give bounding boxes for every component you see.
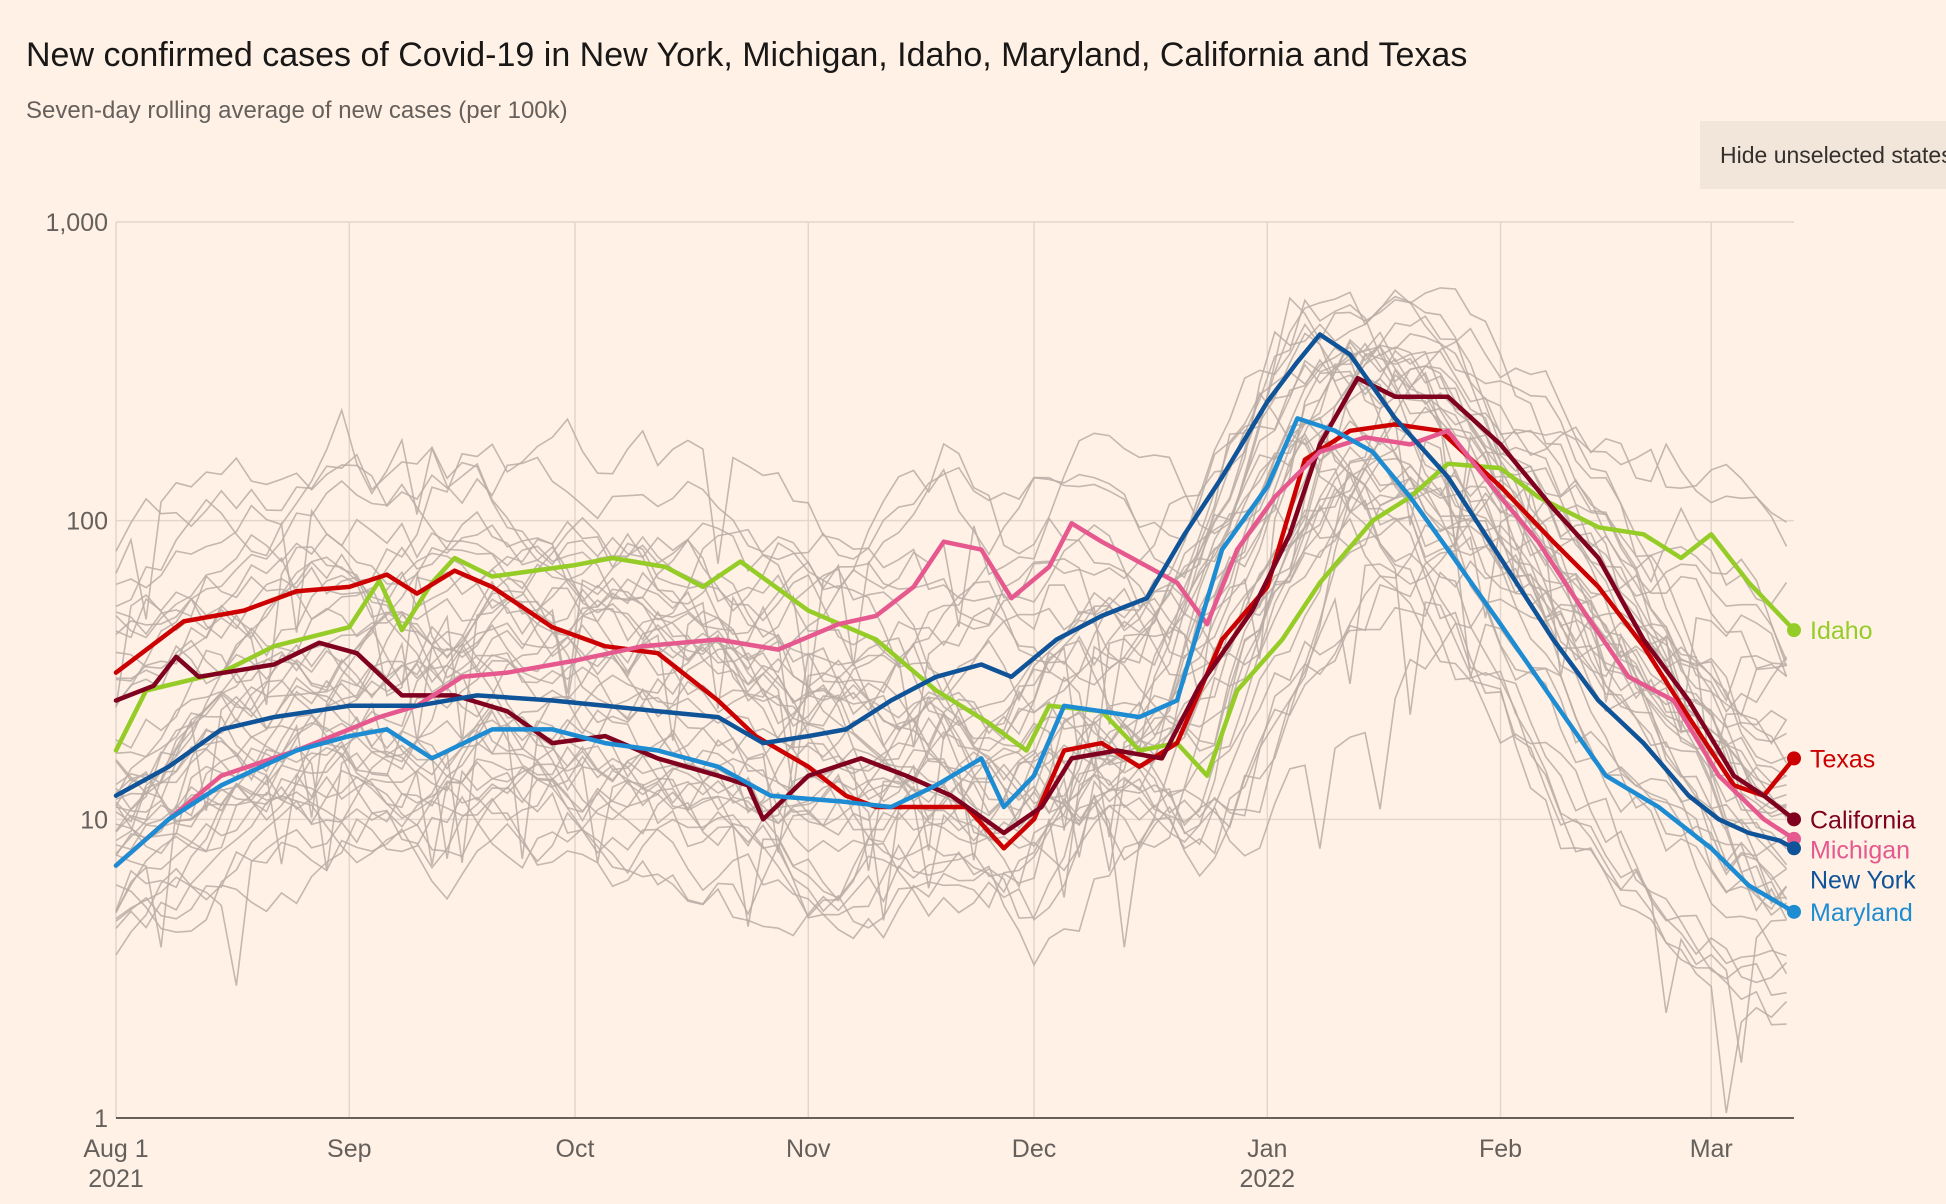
california-label: California <box>1810 806 1916 834</box>
x-tick-label: Nov <box>786 1135 831 1163</box>
background-state-line <box>115 342 1788 900</box>
michigan-label: Michigan <box>1810 836 1910 864</box>
michigan-line <box>113 428 1797 868</box>
chart-subtitle: Seven-day rolling average of new cases (… <box>26 97 568 124</box>
x-tick-label: Oct <box>556 1135 595 1163</box>
texas-label: Texas <box>1810 745 1875 773</box>
x-tick-label: Jan <box>1247 1135 1287 1163</box>
background-state-line <box>115 315 1787 801</box>
texas-endpoint <box>1787 751 1801 766</box>
background-state-line <box>115 478 1788 827</box>
idaho-label: Idaho <box>1810 617 1873 645</box>
background-state-line <box>115 445 1788 916</box>
background-state-line <box>115 322 1788 819</box>
x-tick-year-label: 2021 <box>88 1165 144 1193</box>
y-tick-label: 1,000 <box>45 209 108 237</box>
new-york-label: New York <box>1810 866 1916 894</box>
x-tick-label: Aug 1 <box>83 1135 148 1163</box>
idaho-endpoint <box>1787 623 1801 638</box>
y-tick-label: 1 <box>94 1105 108 1133</box>
background-state-line <box>115 503 1787 1026</box>
background-state-line <box>115 391 1787 1063</box>
background-state-line <box>115 365 1787 823</box>
background-state-line <box>115 287 1788 752</box>
background-state-line <box>115 436 1788 1114</box>
background-state-line <box>115 333 1787 815</box>
background-state-line <box>115 327 1787 725</box>
x-tick-year-label: 2022 <box>1239 1165 1295 1193</box>
new-york-line <box>113 332 1797 851</box>
texas-line <box>113 422 1797 851</box>
background-state-line <box>115 349 1788 667</box>
maryland-line <box>113 416 1797 915</box>
hide-unselected-states-button[interactable]: Hide unselected states <box>1700 121 1946 189</box>
background-state-line <box>115 295 1787 767</box>
highlighted-series <box>113 332 1801 919</box>
maryland-endpoint <box>1787 904 1801 919</box>
chart-title: New confirmed cases of Covid-19 in New Y… <box>26 36 1468 74</box>
new-york-endpoint <box>1787 841 1801 856</box>
x-tick-label: Feb <box>1479 1135 1522 1163</box>
background-state-line <box>115 352 1787 805</box>
x-tick-label: Mar <box>1690 1135 1733 1163</box>
background-state-line <box>115 483 1788 929</box>
y-tick-label: 100 <box>66 508 108 536</box>
california-endpoint <box>1787 812 1801 827</box>
maryland-label: Maryland <box>1810 899 1913 927</box>
x-tick-label: Dec <box>1012 1135 1056 1163</box>
background-state-line <box>115 517 1788 826</box>
background-state-line <box>115 504 1787 996</box>
california-line <box>113 375 1797 836</box>
idaho-line <box>113 461 1797 778</box>
x-tick-label: Sep <box>327 1135 371 1163</box>
y-tick-label: 10 <box>80 806 108 834</box>
background-state-line <box>115 463 1788 975</box>
